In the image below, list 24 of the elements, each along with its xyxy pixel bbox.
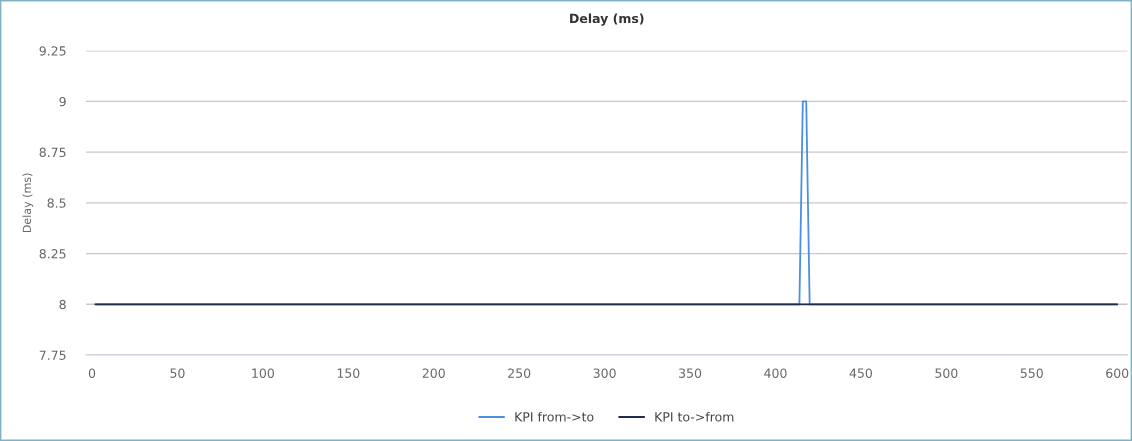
legend-label: KPI to->from xyxy=(655,411,734,422)
x-tick-label: 400 xyxy=(764,368,787,378)
y-tick-label: 9.25 xyxy=(39,46,66,56)
y-tick-label: 8.5 xyxy=(47,198,66,208)
legend-label: KPI from->to xyxy=(515,411,594,422)
x-tick-label: 150 xyxy=(337,368,360,378)
x-tick-label: 300 xyxy=(593,368,616,378)
x-tick-label: 200 xyxy=(422,368,445,378)
y-tick-label: 7.75 xyxy=(39,350,66,360)
y-tick-label: 8.25 xyxy=(39,249,66,259)
y-tick-label: 8 xyxy=(59,299,66,310)
x-tick-label: 550 xyxy=(1020,368,1043,378)
x-tick-label: 100 xyxy=(252,368,274,378)
x-tick-label: 350 xyxy=(679,368,702,378)
y-tick-label: 9 xyxy=(59,96,66,107)
x-tick-label: 0 xyxy=(88,368,96,378)
x-tick-label: 250 xyxy=(508,368,531,378)
x-tick-label: 450 xyxy=(849,368,873,378)
x-tick-label: 50 xyxy=(170,368,185,378)
y-tick-label: 8.75 xyxy=(39,147,66,158)
x-tick-label: 600 xyxy=(1106,368,1129,378)
chart-title: Delay (ms) xyxy=(570,13,644,26)
x-tick-label: 500 xyxy=(935,368,958,378)
y-axis-title: Delay (ms) xyxy=(22,173,34,233)
